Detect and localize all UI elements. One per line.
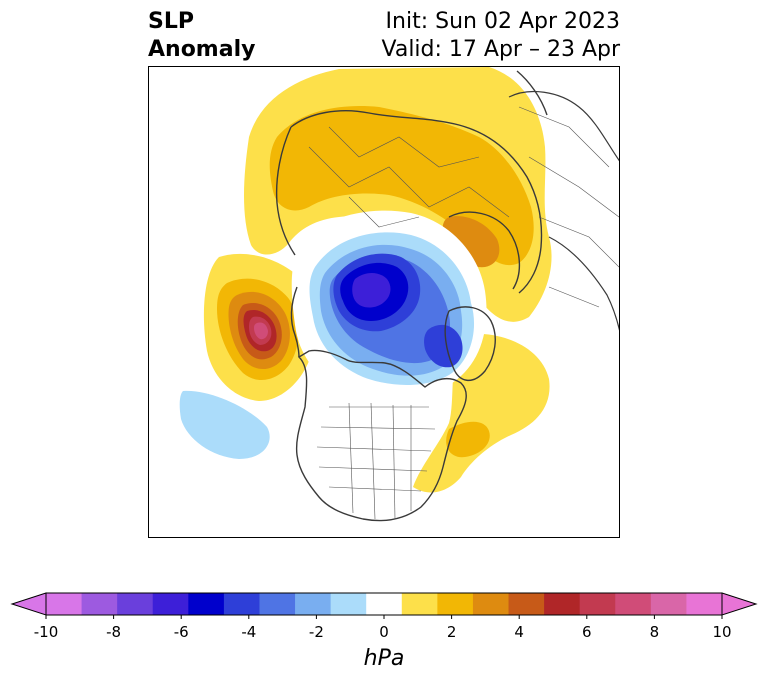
colorbar-tick-label: 6 <box>582 623 592 641</box>
map-panel <box>148 66 620 538</box>
colorbar-segment <box>117 593 154 615</box>
colorbar-segment <box>579 593 616 615</box>
valid-date-label: Valid: 17 Apr – 23 Apr <box>381 37 621 62</box>
colorbar-segment <box>259 593 296 615</box>
colorbar-segment <box>152 593 189 615</box>
colorbar-tick-label: 4 <box>514 623 524 641</box>
atlantic-positive-anomaly-2 <box>446 421 490 458</box>
init-date-label: Init: Sun 02 Apr 2023 <box>385 9 620 34</box>
colorbar-tick-label: 0 <box>379 623 389 641</box>
colorbar-tick-label: -10 <box>33 623 59 641</box>
colorbar-segment <box>686 593 723 615</box>
colorbar-tick-label: -8 <box>106 623 122 641</box>
colorbar-tick-label: -6 <box>173 623 189 641</box>
colorbar-tick-label: -4 <box>241 623 257 641</box>
colorbar-tick-label: -2 <box>308 623 324 641</box>
arctic-negative-anomaly-6 <box>352 273 391 308</box>
colorbar-tick-label: 8 <box>649 623 660 641</box>
date-info: Init: Sun 02 Apr 2023 Valid: 17 Apr – 23… <box>382 8 621 64</box>
colorbar-tick-label: 2 <box>446 623 457 641</box>
title-line-2: Anomaly <box>148 37 256 62</box>
anomaly-map <box>179 67 619 522</box>
coastlines <box>275 70 548 522</box>
colorbar-segment <box>46 593 83 615</box>
colorbar-extend-low <box>10 592 47 616</box>
chart-title: SLP Anomaly <box>148 8 255 64</box>
pacific-negative-anomaly <box>179 390 270 459</box>
colorbar-segment <box>330 593 367 615</box>
colorbar-segment <box>508 593 545 615</box>
political-borders <box>308 106 619 520</box>
colorbar-segment <box>188 593 225 615</box>
title-line-1: SLP <box>148 9 194 34</box>
colorbar-segment <box>295 593 332 615</box>
colorbar-segment <box>472 593 510 615</box>
colorbar-segment <box>615 593 652 615</box>
colorbar-segment <box>437 593 474 615</box>
colorbar-segment <box>81 593 118 615</box>
pacific-positive-anomaly-7 <box>254 322 268 340</box>
colorbar-tick-label: 10 <box>712 623 732 641</box>
colorbar-segment <box>366 593 403 615</box>
colorbar-segment <box>401 593 438 615</box>
africa-coastline <box>508 90 619 162</box>
colorbar-segment <box>544 593 581 615</box>
colorbar <box>10 592 758 619</box>
colorbar-extend-high <box>721 592 758 616</box>
baffin-negative-anomaly <box>424 324 463 368</box>
colorbar-segment <box>650 593 687 615</box>
colorbar-unit-label: hPa <box>363 646 405 671</box>
mideast-coastline <box>548 236 619 331</box>
colorbar-segment <box>223 593 260 615</box>
